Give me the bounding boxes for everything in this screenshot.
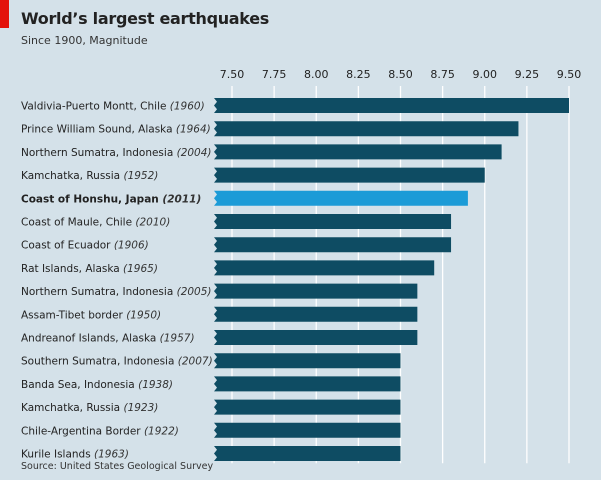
place-name: Rat Islands, Alaska xyxy=(21,263,123,275)
bar xyxy=(214,121,519,137)
year: (2010) xyxy=(135,217,170,229)
year: (1963) xyxy=(94,449,129,461)
year: (1965) xyxy=(123,263,158,275)
x-tick-label: 8.75 xyxy=(430,68,455,81)
place-name: Southern Sumatra, Indonesia xyxy=(21,356,178,368)
bar-label: Northern Sumatra, Indonesia (2005) xyxy=(21,286,212,298)
year: (1938) xyxy=(138,379,173,391)
bar-label: Kurile Islands (1963) xyxy=(21,449,129,461)
x-tick-label: 7.50 xyxy=(220,68,245,81)
year: (1960) xyxy=(170,101,205,113)
brand-marker xyxy=(0,0,9,28)
bar xyxy=(214,306,418,322)
place-name: Prince William Sound, Alaska xyxy=(21,124,176,136)
place-name: Coast of Maule, Chile xyxy=(21,217,135,229)
bar xyxy=(214,422,401,438)
x-tick-label: 9.00 xyxy=(473,68,498,81)
bar xyxy=(214,260,435,276)
x-tick-label: 9.25 xyxy=(515,68,540,81)
place-name: Coast of Honshu, Japan xyxy=(21,193,162,205)
bar xyxy=(214,376,401,392)
place-name: Kamchatka, Russia xyxy=(21,402,123,414)
place-name: Kamchatka, Russia xyxy=(21,170,123,182)
year: (2011) xyxy=(162,193,201,205)
bar-highlight xyxy=(214,190,468,206)
bar xyxy=(214,353,401,369)
chart-title: World’s largest earthquakes xyxy=(21,9,269,28)
year: (2005) xyxy=(177,286,212,298)
bar-label: Valdivia-Puerto Montt, Chile (1960) xyxy=(21,101,205,113)
year: (1964) xyxy=(176,124,211,136)
bar-label: Rat Islands, Alaska (1965) xyxy=(21,263,158,275)
bar xyxy=(214,167,485,183)
bar-label: Banda Sea, Indonesia (1938) xyxy=(21,379,173,391)
year: (1957) xyxy=(160,333,195,345)
place-name: Assam-Tibet border xyxy=(21,309,126,321)
place-name: Coast of Ecuador xyxy=(21,240,114,252)
place-name: Northern Sumatra, Indonesia xyxy=(21,286,177,298)
bar-label: Southern Sumatra, Indonesia (2007) xyxy=(21,356,213,368)
bar xyxy=(214,283,418,299)
bar-label: Northern Sumatra, Indonesia (2004) xyxy=(21,147,212,159)
bar xyxy=(214,237,452,253)
year: (2004) xyxy=(177,147,212,159)
bar xyxy=(214,144,502,160)
chart-subtitle: Since 1900, Magnitude xyxy=(21,34,148,47)
bar xyxy=(214,399,401,415)
x-tick-label: 8.00 xyxy=(304,68,329,81)
bar-label: Kamchatka, Russia (1923) xyxy=(21,402,158,414)
bar-label: Assam-Tibet border (1950) xyxy=(21,309,161,321)
x-tick-label: 9.50 xyxy=(557,68,582,81)
bar xyxy=(214,330,418,345)
year: (2007) xyxy=(178,356,213,368)
place-name: Kurile Islands xyxy=(21,449,94,461)
place-name: Northern Sumatra, Indonesia xyxy=(21,147,177,159)
place-name: Andreanof Islands, Alaska xyxy=(21,333,160,345)
x-tick-label: 8.50 xyxy=(388,68,413,81)
place-name: Banda Sea, Indonesia xyxy=(21,379,138,391)
year: (1923) xyxy=(123,402,158,414)
year: (1906) xyxy=(114,240,149,252)
bar-label: Kamchatka, Russia (1952) xyxy=(21,170,158,182)
bar xyxy=(214,214,452,229)
bar-label: Coast of Maule, Chile (2010) xyxy=(21,217,170,229)
bar-label: Prince William Sound, Alaska (1964) xyxy=(21,124,211,136)
bar-label: Chile-Argentina Border (1922) xyxy=(21,425,179,437)
x-tick-label: 7.75 xyxy=(262,68,287,81)
bar-label: Coast of Ecuador (1906) xyxy=(21,240,149,252)
place-name: Chile-Argentina Border xyxy=(21,425,144,437)
place-name: Valdivia-Puerto Montt, Chile xyxy=(21,101,170,113)
bar-label: Andreanof Islands, Alaska (1957) xyxy=(21,333,195,345)
chart-source: Source: United States Geological Survey xyxy=(21,461,214,472)
x-tick-label: 8.25 xyxy=(346,68,371,81)
bar xyxy=(214,98,569,113)
bar xyxy=(214,446,401,461)
year: (1952) xyxy=(123,170,158,182)
bar-label: Coast of Honshu, Japan (2011) xyxy=(21,193,201,205)
year: (1950) xyxy=(126,309,161,321)
year: (1922) xyxy=(144,425,179,437)
